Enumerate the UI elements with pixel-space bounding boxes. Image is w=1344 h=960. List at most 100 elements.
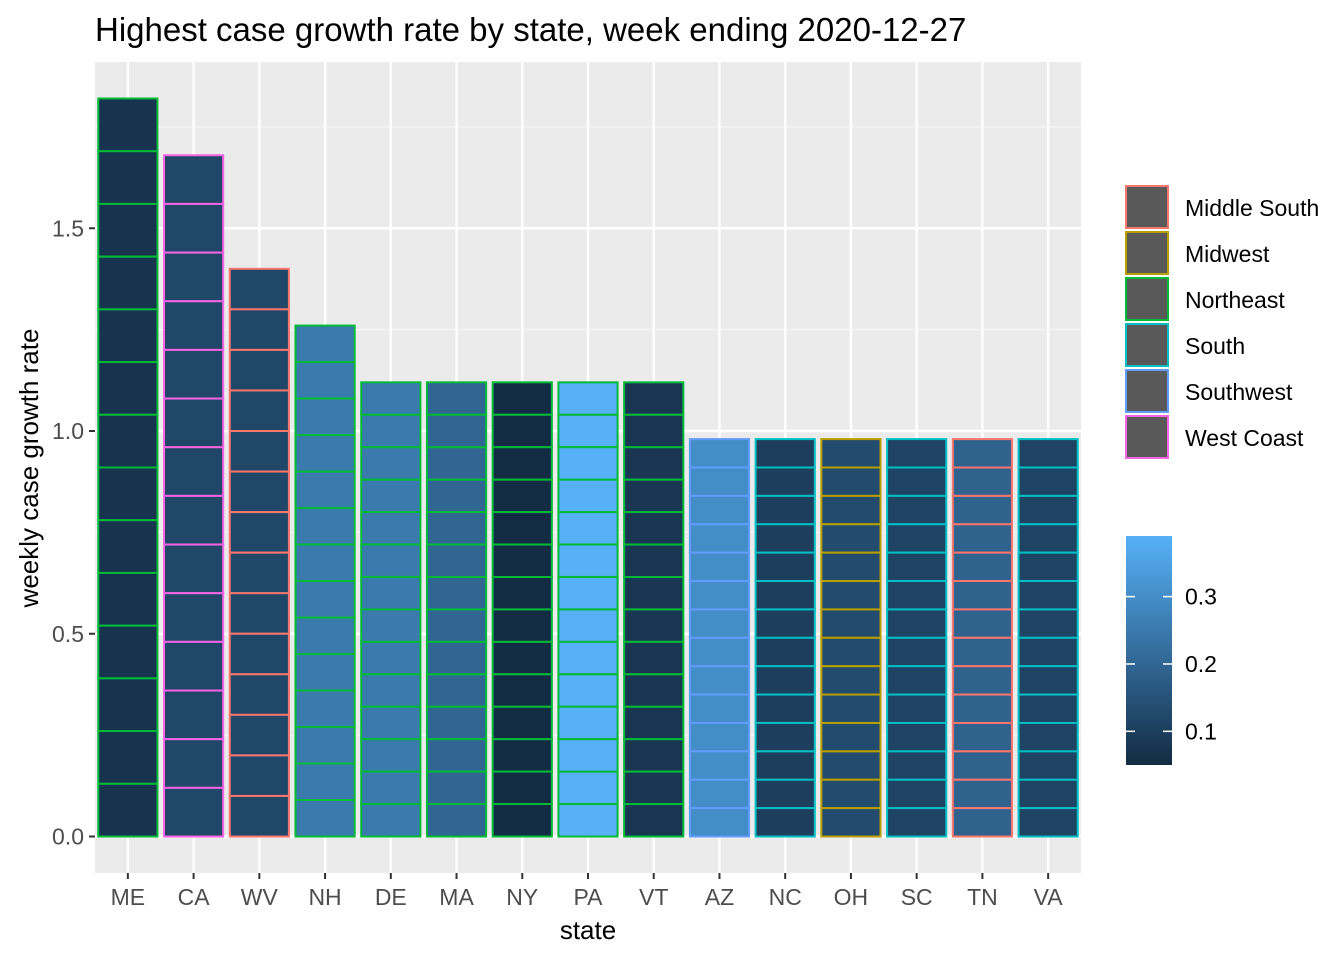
bar-segment [623, 705, 685, 741]
x-tick-label: ME [111, 884, 146, 910]
bar-segment [688, 721, 751, 753]
bar-segment [228, 551, 290, 595]
bar-segment [951, 750, 1013, 781]
bar-segment [754, 608, 816, 639]
x-tick-label: OH [834, 884, 869, 910]
bar-NH [294, 324, 356, 838]
bar-segment [623, 673, 685, 708]
bar-segment [491, 511, 553, 546]
legend-label: Southwest [1185, 379, 1293, 405]
x-tick-label: MA [439, 884, 474, 910]
bar-segment [360, 738, 422, 773]
legend-key [1125, 185, 1169, 229]
bar-OH [820, 438, 882, 838]
bar-segment [97, 97, 159, 153]
bar-segment [1017, 551, 1079, 583]
bar-segment [228, 713, 290, 757]
bar-segment [228, 267, 290, 311]
y-axis: 0.0 0.5 1.0 1.5 [52, 215, 95, 850]
bar-segment [557, 511, 619, 546]
bar-segment [623, 640, 685, 676]
bar-segment [557, 575, 619, 611]
bar-segment [820, 693, 882, 724]
bar-segment [623, 381, 685, 416]
bar-segment [886, 807, 948, 838]
bar-segment [228, 389, 290, 433]
bar-segment [294, 726, 356, 765]
legend-label: Middle South [1185, 195, 1319, 221]
bar-segment [951, 807, 1013, 838]
bar-segment [820, 608, 882, 639]
bar-segment [886, 693, 948, 724]
colorbar [1126, 536, 1172, 765]
legend-key [1125, 277, 1169, 321]
bar-segment [97, 782, 159, 838]
bar-segment [820, 721, 882, 753]
bar-segment [688, 807, 751, 838]
bar-segment [163, 300, 225, 351]
bar-segment [951, 551, 1013, 583]
bar-segment [163, 154, 225, 205]
bar-segment [754, 750, 816, 781]
bar-segment [97, 361, 159, 416]
bar-segment [163, 397, 225, 449]
x-tick-label: AZ [705, 884, 734, 910]
bar-segment [294, 653, 356, 692]
bar-segment [951, 438, 1013, 469]
bar-segment [820, 466, 882, 497]
bar-segment [820, 807, 882, 838]
legend-key [1125, 231, 1169, 275]
bar-segment [491, 478, 553, 514]
bar-segment [688, 608, 751, 639]
bar-segment [97, 519, 159, 574]
bar-segment [820, 551, 882, 583]
bar-segment [163, 251, 225, 303]
bar-segment [228, 470, 290, 514]
bar-segment [163, 738, 225, 789]
legend-item-middle-south: Middle South [1125, 185, 1319, 229]
bar-segment [820, 636, 882, 668]
x-tick-label: NC [769, 884, 802, 910]
legend-label: Midwest [1185, 241, 1270, 267]
bar-segment [491, 575, 553, 611]
bar-segment [623, 511, 685, 546]
bar-segment [557, 478, 619, 514]
bar-segment [294, 580, 356, 619]
bar-segment [491, 608, 553, 643]
bar-segment [820, 778, 882, 810]
bar-VA [1017, 438, 1079, 838]
bar-segment [228, 308, 290, 351]
bar-segment [294, 762, 356, 802]
bar-segment [360, 608, 422, 643]
bar-segment [820, 523, 882, 554]
bar-DE [360, 381, 422, 838]
bar-segment [425, 446, 488, 481]
bar-segment [360, 705, 422, 741]
bar-segment [491, 705, 553, 741]
legend-item-west-coast: West Coast [1125, 415, 1304, 459]
colorbar-tick-label: 0.1 [1185, 718, 1217, 744]
bar-segment [951, 693, 1013, 724]
bar-segment [425, 381, 488, 416]
legend-label: South [1185, 333, 1245, 359]
bar-SC [886, 438, 948, 838]
bar-segment [97, 730, 159, 785]
bar-segment [820, 750, 882, 781]
legend-item-southwest: Southwest [1125, 369, 1293, 413]
bar-segment [360, 381, 422, 416]
y-tick-label: 1.5 [52, 215, 84, 241]
bar-segment [820, 494, 882, 526]
bar-segment [951, 494, 1013, 526]
bar-segment [163, 543, 225, 595]
bar-segment [97, 308, 159, 364]
bar-segment [623, 575, 685, 611]
bar-segment [1017, 438, 1079, 469]
bar-segment [228, 511, 290, 554]
legend-item-midwest: Midwest [1125, 231, 1270, 275]
x-tick-label: NY [506, 884, 538, 910]
bar-segment [360, 575, 422, 611]
bar-segment [623, 770, 685, 806]
bar-segment [754, 523, 816, 554]
bar-segment [1017, 580, 1079, 611]
